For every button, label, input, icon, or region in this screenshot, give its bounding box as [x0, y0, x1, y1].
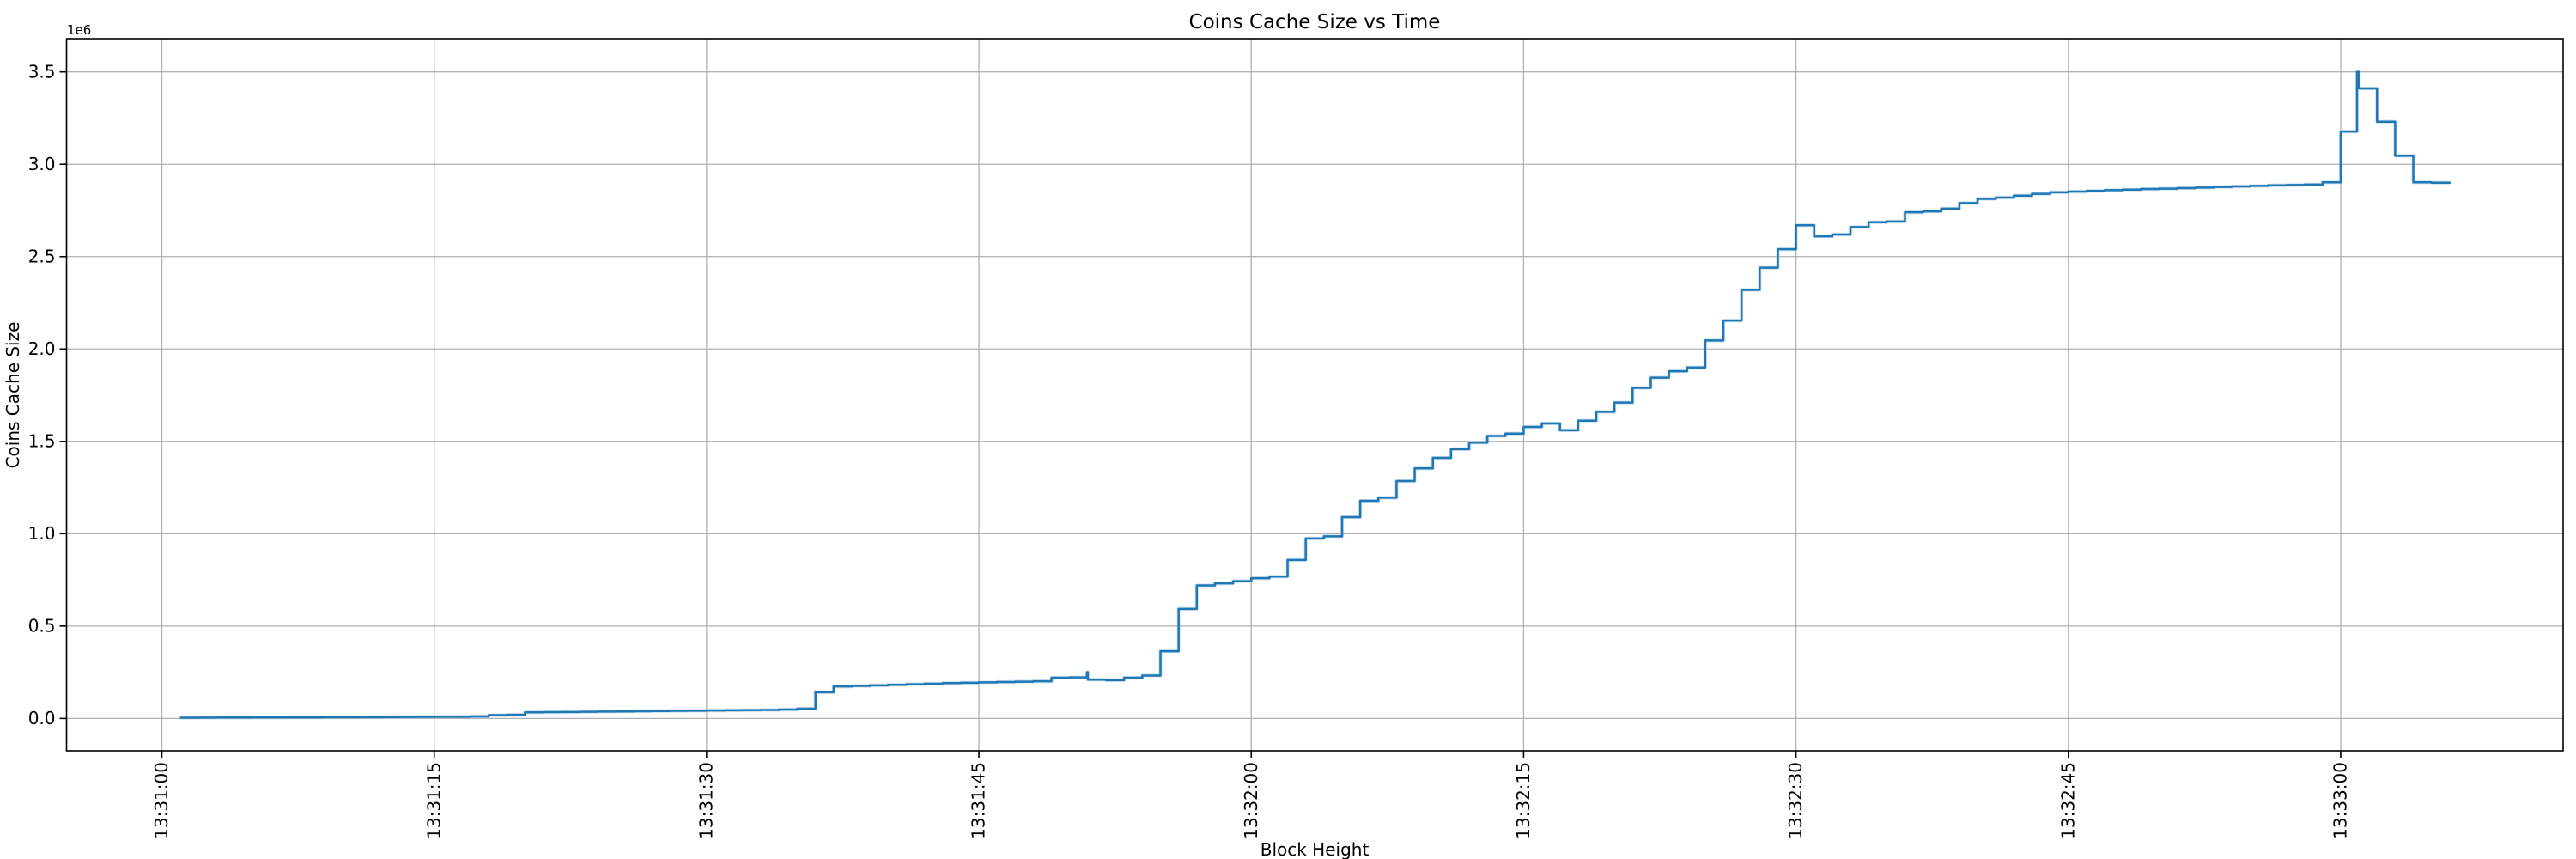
x-tick-label: 13:31:45 — [969, 762, 989, 839]
y-tick-label: 3.5 — [28, 61, 56, 82]
y-tick-label: 3.0 — [28, 154, 56, 174]
x-tick-label: 13:32:45 — [2057, 762, 2078, 839]
chart-title: Coins Cache Size vs Time — [1189, 11, 1441, 34]
x-tick-label: 13:32:30 — [1785, 762, 1806, 839]
x-tick-label: 13:32:00 — [1241, 762, 1261, 839]
y-axis-offset-label: 1e6 — [67, 22, 91, 38]
tick-layer — [59, 70, 2342, 758]
x-axis-label: Block Height — [1261, 839, 1370, 859]
tick-label-layer: 13:31:00 13:31:15 13:31:30 13:31:45 13:32:00… — [28, 61, 2351, 839]
x-tick-label: 13:33:00 — [2330, 762, 2351, 839]
y-tick-label: 1.5 — [28, 430, 56, 451]
grid-layer — [66, 39, 2563, 751]
plot-border — [65, 38, 2564, 752]
x-tick-label: 13:32:15 — [1513, 762, 1534, 839]
series-layer — [179, 70, 2452, 720]
y-tick-label: 2.5 — [28, 246, 56, 266]
y-tick-label: 2.0 — [28, 338, 56, 359]
series-line-halo — [179, 70, 2452, 720]
y-axis-label: Coins Cache Size — [3, 322, 23, 469]
x-tick-label: 13:31:00 — [151, 762, 172, 839]
y-tick-label: 0.0 — [28, 708, 56, 728]
x-tick-label: 13:31:15 — [423, 762, 444, 839]
series-line — [179, 70, 2451, 719]
y-tick-label: 1.0 — [28, 523, 56, 544]
x-tick-label: 13:31:30 — [696, 762, 716, 839]
y-tick-label: 0.5 — [28, 615, 56, 636]
